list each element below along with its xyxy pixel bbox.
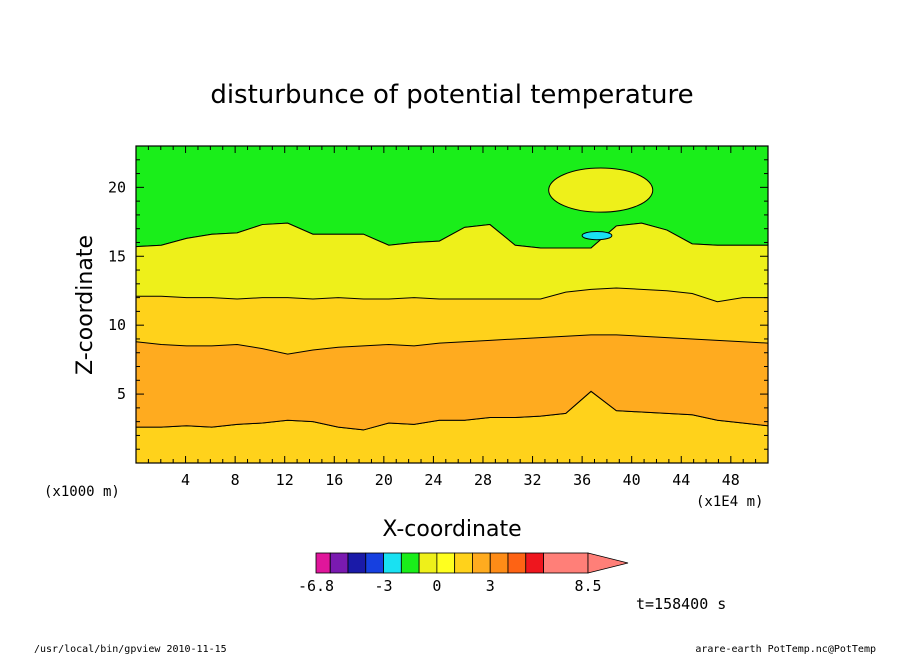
contour-line-3 xyxy=(136,390,769,431)
footer-left: /usr/local/bin/gpview 2010-11-15 xyxy=(34,644,227,654)
x-tick-label: 32 xyxy=(524,471,542,489)
colorbar-swatch xyxy=(365,552,384,574)
x-axis-label: X-coordinate xyxy=(382,517,521,542)
x-tick-label: 16 xyxy=(325,471,343,489)
x-tick-label: 44 xyxy=(672,471,690,489)
band-between-2-and-1 xyxy=(136,287,768,355)
contour-cell-1 xyxy=(581,230,613,241)
colorbar-swatch xyxy=(454,552,473,574)
colorbar-swatch xyxy=(383,552,402,574)
colorbar-extend-arrow xyxy=(587,552,629,574)
colorbar: -6.8 -3 0 3 8.5 xyxy=(298,552,629,595)
chart-title: disturbunce of potential temperature xyxy=(210,80,693,110)
contour-line-1 xyxy=(136,287,768,303)
y-tick-label: 5 xyxy=(117,385,126,403)
x-tick-label: 4 xyxy=(181,471,190,489)
x-tick-label: 40 xyxy=(623,471,641,489)
x-tick-label: 8 xyxy=(231,471,240,489)
colorbar-tick-label: 0 xyxy=(432,577,441,595)
y-tick-label: 10 xyxy=(108,316,126,334)
colorbar-swatch xyxy=(489,552,509,574)
band-between-1-and-0 xyxy=(136,223,768,302)
x-unit-label: (x1E4 m) xyxy=(696,494,763,510)
colorbar-swatch xyxy=(418,552,438,574)
x-tick-label: 20 xyxy=(375,471,393,489)
colorbar-swatch xyxy=(525,552,544,574)
colorbar-tick-label: -3 xyxy=(375,577,393,595)
colorbar-swatch xyxy=(436,552,456,574)
contour-cell-0 xyxy=(548,167,654,213)
colorbar-tick-label: 8.5 xyxy=(574,577,601,595)
colorbar-swatch xyxy=(507,552,527,574)
colorbar-tick-label: 3 xyxy=(486,577,495,595)
colorbar-tick-label: -6.8 xyxy=(298,577,334,595)
colorbar-swatch xyxy=(543,552,589,574)
band-between-3-and-2 xyxy=(136,334,768,430)
x-tick-label: 36 xyxy=(573,471,591,489)
plot-frame xyxy=(135,145,769,464)
colorbar-swatch xyxy=(315,552,331,574)
y-tick-label: 20 xyxy=(108,178,126,196)
colorbar-swatch xyxy=(472,552,491,574)
contour-line-2 xyxy=(135,334,769,355)
footer-right: arare-earth_PotTemp.nc@PotTemp xyxy=(695,644,876,654)
x-tick-label: 12 xyxy=(276,471,294,489)
y-unit-label: (x1000 m) xyxy=(44,484,120,500)
colorbar-swatch xyxy=(347,552,367,574)
x-tick-label: 48 xyxy=(722,471,740,489)
y-tick-label: 15 xyxy=(108,247,126,265)
y-axis-label: Z-coordinate xyxy=(73,235,98,375)
colorbar-swatch xyxy=(329,552,349,574)
time-label: t=158400 s xyxy=(636,595,726,613)
x-tick-label: 28 xyxy=(474,471,492,489)
contour-line-0 xyxy=(135,222,768,249)
x-tick-label: 24 xyxy=(424,471,442,489)
colorbar-swatch xyxy=(400,552,420,574)
